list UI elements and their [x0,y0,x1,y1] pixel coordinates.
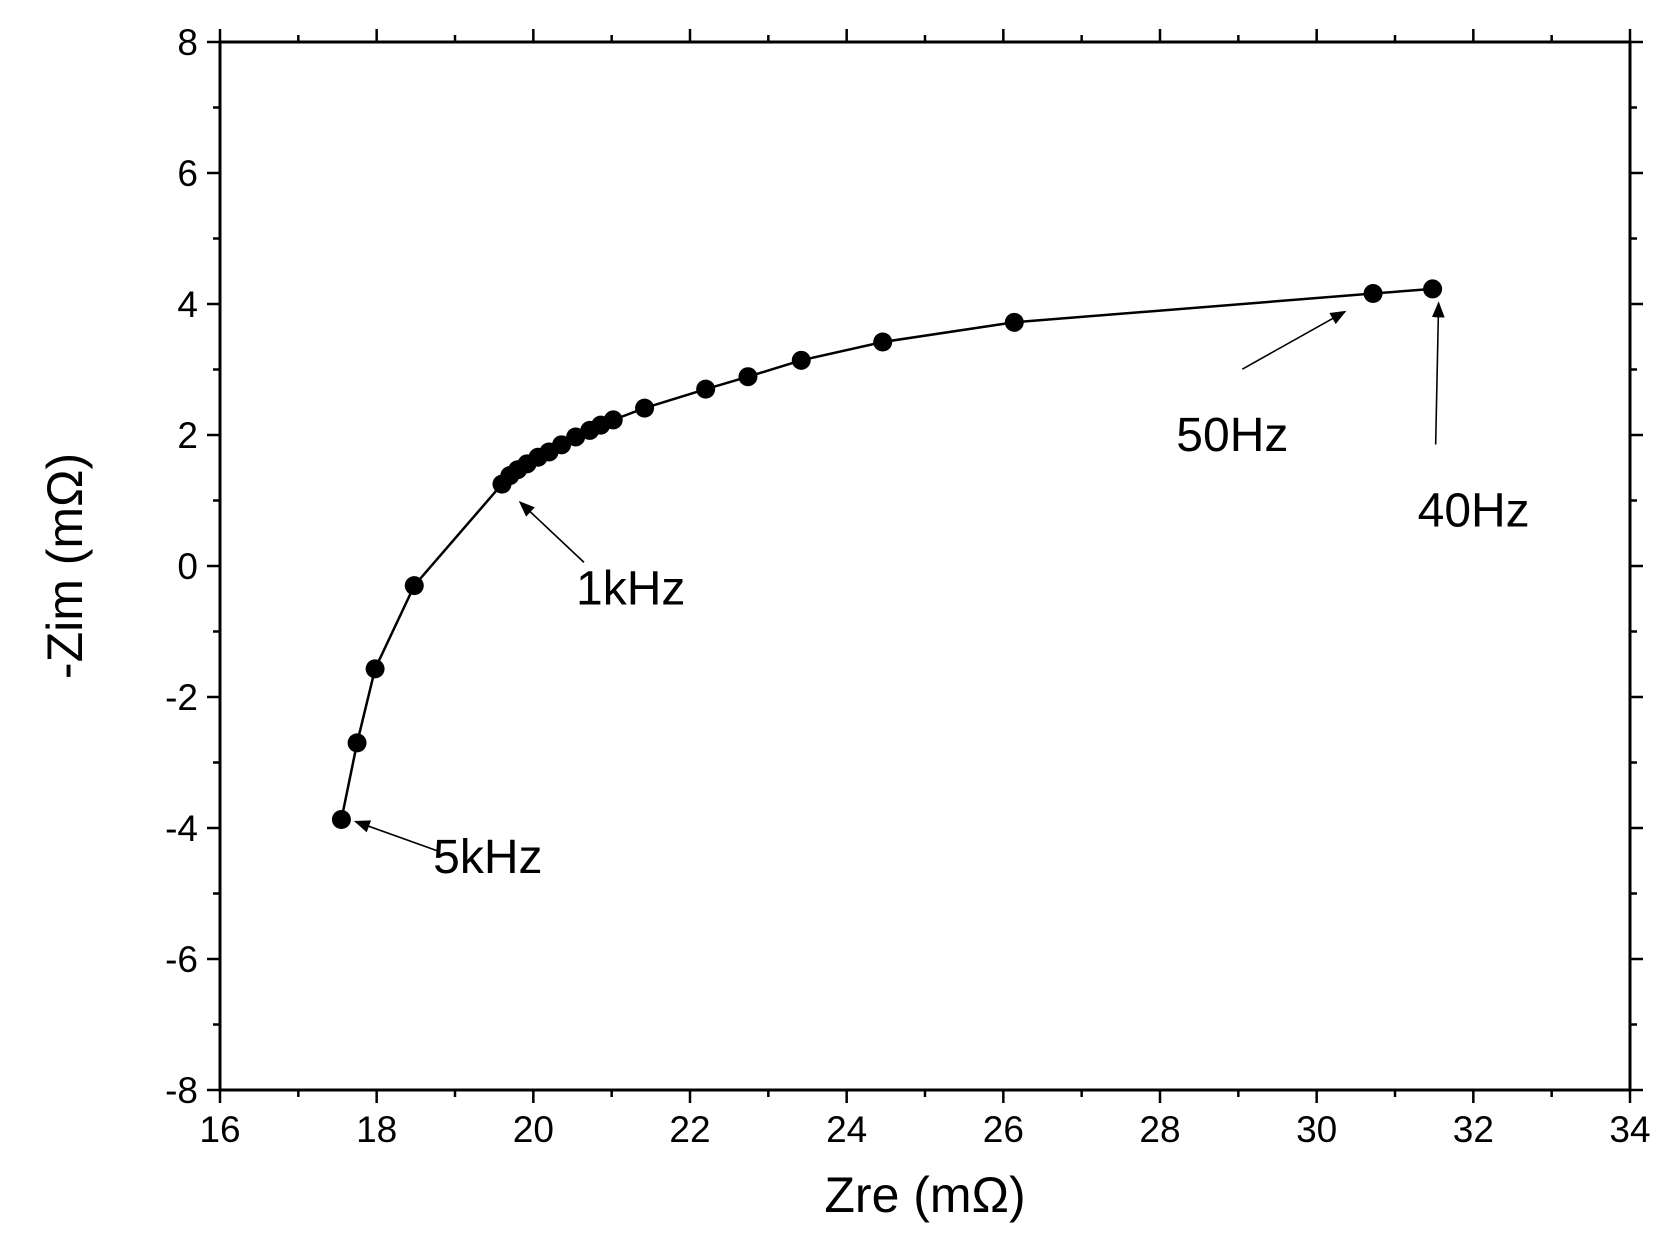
data-point [552,435,572,455]
x-axis-title: Zre (mΩ) [824,1167,1025,1223]
y-tick-label: -4 [165,808,198,849]
annotation-arrow [1431,301,1445,445]
x-tick-label: 32 [1453,1109,1494,1150]
x-tick-label: 28 [1139,1109,1180,1150]
data-point [696,379,716,399]
data-point [791,350,811,370]
data-point [873,332,893,352]
y-tick-label: 4 [177,284,198,325]
annotation-arrow [353,820,438,852]
annotation-label: 1kHz [576,562,685,615]
x-tick-label: 16 [199,1109,240,1150]
data-point [347,733,367,753]
y-tick-label: -8 [165,1070,198,1111]
x-tick-label: 20 [513,1109,554,1150]
series-line [340,287,1433,820]
data-point [331,809,351,829]
y-tick-label: 8 [177,22,198,63]
annotations: 5kHz 1kHz 50Hz 40Hz [353,301,1530,884]
x-tick-label: 24 [826,1109,867,1150]
x-tick-label: 30 [1296,1109,1337,1150]
data-point [1004,312,1024,332]
data-point [566,427,586,447]
y-tick-label: -2 [165,677,198,718]
annotation-label: 40Hz [1418,484,1530,537]
data-point [738,367,758,387]
y-tick-label: 0 [177,546,198,587]
axis-ticks [207,29,1643,1103]
data-point [603,410,623,430]
y-tick-label: 6 [177,153,198,194]
data-point [1423,279,1443,299]
annotation-arrow [1241,310,1347,370]
data-series [331,279,1443,829]
annotation-arrow [518,501,585,563]
y-tick-label: -6 [165,939,198,980]
data-point [1363,284,1383,304]
plot-frame [218,40,1632,1092]
y-tick-label: 2 [177,415,198,456]
x-tick-label: 34 [1609,1109,1650,1150]
x-tick-label: 26 [983,1109,1024,1150]
data-point [404,576,424,596]
data-point [635,398,655,418]
annotation-label: 50Hz [1176,409,1288,462]
x-tick-label: 22 [669,1109,710,1150]
x-tick-label: 18 [356,1109,397,1150]
y-axis-title: -Zim (mΩ) [37,453,93,679]
annotation-label: 5kHz [433,831,542,884]
data-point [365,659,385,679]
